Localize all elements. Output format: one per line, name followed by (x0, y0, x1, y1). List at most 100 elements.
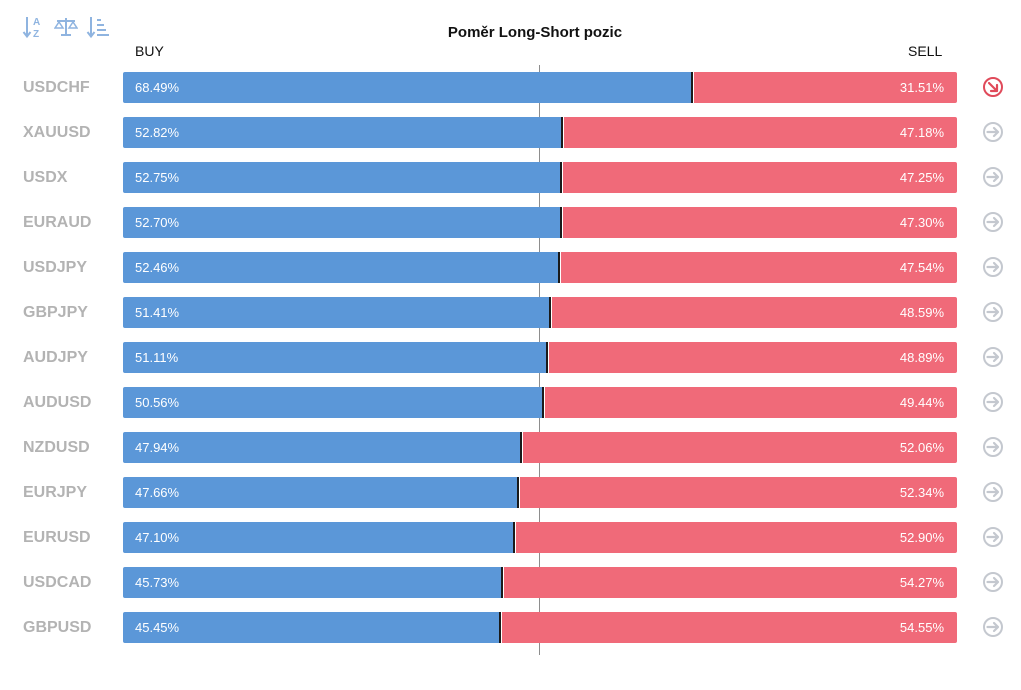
sell-column-label: SELL (908, 43, 943, 59)
ratio-marker (542, 387, 545, 418)
sort-alpha-icon[interactable]: A Z (22, 14, 46, 40)
sell-value-label: 52.06% (899, 440, 944, 455)
sell-value-label: 48.59% (899, 305, 944, 320)
symbol-label[interactable]: AUDUSD (23, 394, 92, 411)
ratio-bar: 68.49% 31.51% (123, 72, 957, 103)
buy-value-label: 51.41% (135, 305, 180, 320)
sell-value-label: 49.44% (899, 395, 944, 410)
sell-value-label: 48.89% (899, 350, 944, 365)
chart-row: AUDJPY 51.11% 48.89% (0, 342, 1021, 387)
sell-value-label: 47.18% (899, 125, 944, 140)
ratio-bar: 52.46% 47.54% (123, 252, 957, 283)
sort-list-icon[interactable] (86, 14, 110, 40)
symbol-label[interactable]: EURAUD (23, 214, 92, 231)
ratio-marker (549, 297, 552, 328)
sell-bar: 47.25% (563, 162, 957, 193)
ratio-marker (561, 117, 564, 148)
ratio-bar: 50.56% 49.44% (123, 387, 957, 418)
sell-bar: 54.27% (504, 567, 957, 598)
symbol-label[interactable]: EURJPY (23, 484, 88, 501)
chart-row: AUDUSD 50.56% 49.44% (0, 387, 1021, 432)
ratio-marker (691, 72, 694, 103)
sell-bar: 52.06% (523, 432, 957, 463)
chart-row: NZDUSD 47.94% 52.06% (0, 432, 1021, 477)
svg-text:Z: Z (33, 29, 39, 40)
arrow-right-icon[interactable] (982, 481, 1004, 503)
chart-row: USDCAD 45.73% 54.27% (0, 567, 1021, 612)
buy-value-label: 47.66% (135, 485, 180, 500)
sell-bar: 52.34% (520, 477, 957, 508)
ratio-marker (546, 342, 549, 373)
arrow-right-icon[interactable] (982, 571, 1004, 593)
sell-value-label: 47.25% (899, 170, 944, 185)
symbol-label[interactable]: XAUUSD (23, 124, 91, 141)
buy-bar: 51.11% (123, 342, 549, 373)
arrow-right-icon[interactable] (982, 166, 1004, 188)
sell-value-label: 52.90% (899, 530, 944, 545)
buy-bar: 50.56% (123, 387, 545, 418)
symbol-label[interactable]: GBPUSD (23, 619, 92, 636)
arrow-right-icon[interactable] (982, 436, 1004, 458)
buy-value-label: 50.56% (135, 395, 180, 410)
balance-icon[interactable] (54, 14, 78, 40)
sell-bar: 49.44% (545, 387, 957, 418)
ratio-marker (517, 477, 520, 508)
buy-bar: 52.82% (123, 117, 564, 148)
ratio-bar: 52.75% 47.25% (123, 162, 957, 193)
chart-row: GBPJPY 51.41% 48.59% (0, 297, 1021, 342)
arrow-right-icon[interactable] (982, 616, 1004, 638)
ratio-marker (513, 522, 516, 553)
sell-bar: 48.89% (549, 342, 957, 373)
symbol-label[interactable]: AUDJPY (23, 349, 88, 366)
sell-value-label: 47.30% (899, 215, 944, 230)
buy-value-label: 52.75% (135, 170, 180, 185)
sell-bar: 54.55% (502, 612, 957, 643)
sell-bar: 47.54% (561, 252, 957, 283)
toolbar: A Z (22, 14, 110, 40)
symbol-label[interactable]: USDCAD (23, 574, 92, 591)
buy-bar: 52.75% (123, 162, 563, 193)
symbol-label[interactable]: USDX (23, 169, 68, 186)
arrow-right-icon[interactable] (982, 301, 1004, 323)
ratio-bar: 47.10% 52.90% (123, 522, 957, 553)
symbol-label[interactable]: NZDUSD (23, 439, 90, 456)
arrow-right-icon[interactable] (982, 256, 1004, 278)
buy-bar: 52.46% (123, 252, 561, 283)
ratio-marker (560, 162, 563, 193)
ratio-marker (558, 252, 561, 283)
arrow-down-right-icon[interactable] (982, 76, 1004, 98)
buy-bar: 52.70% (123, 207, 563, 238)
ratio-marker (560, 207, 563, 238)
chart-row: EURAUD 52.70% 47.30% (0, 207, 1021, 252)
arrow-right-icon[interactable] (982, 526, 1004, 548)
chart-row: USDJPY 52.46% 47.54% (0, 252, 1021, 297)
arrow-right-icon[interactable] (982, 391, 1004, 413)
sell-bar: 52.90% (516, 522, 957, 553)
arrow-right-icon[interactable] (982, 211, 1004, 233)
buy-bar: 47.94% (123, 432, 523, 463)
symbol-label[interactable]: EURUSD (23, 529, 91, 546)
sell-value-label: 31.51% (899, 80, 944, 95)
buy-value-label: 45.45% (135, 620, 180, 635)
buy-bar: 68.49% (123, 72, 694, 103)
buy-bar: 47.10% (123, 522, 516, 553)
buy-bar: 45.73% (123, 567, 504, 598)
ratio-bar: 47.66% 52.34% (123, 477, 957, 508)
sell-bar: 31.51% (694, 72, 957, 103)
buy-value-label: 52.70% (135, 215, 180, 230)
sell-value-label: 54.27% (899, 575, 944, 590)
symbol-label[interactable]: USDJPY (23, 259, 88, 276)
arrow-right-icon[interactable] (982, 121, 1004, 143)
buy-bar: 51.41% (123, 297, 552, 328)
buy-bar: 47.66% (123, 477, 520, 508)
sell-value-label: 47.54% (899, 260, 944, 275)
sell-value-label: 54.55% (899, 620, 944, 635)
ratio-rows: USDCHF 68.49% 31.51% XAUUSD 52.82% 47.18% USDX… (0, 72, 1021, 657)
symbol-label[interactable]: GBPJPY (23, 304, 88, 321)
buy-column-label: BUY (135, 43, 164, 59)
ratio-bar: 51.41% 48.59% (123, 297, 957, 328)
arrow-right-icon[interactable] (982, 346, 1004, 368)
buy-value-label: 45.73% (135, 575, 180, 590)
buy-value-label: 52.46% (135, 260, 180, 275)
symbol-label[interactable]: USDCHF (23, 79, 90, 96)
